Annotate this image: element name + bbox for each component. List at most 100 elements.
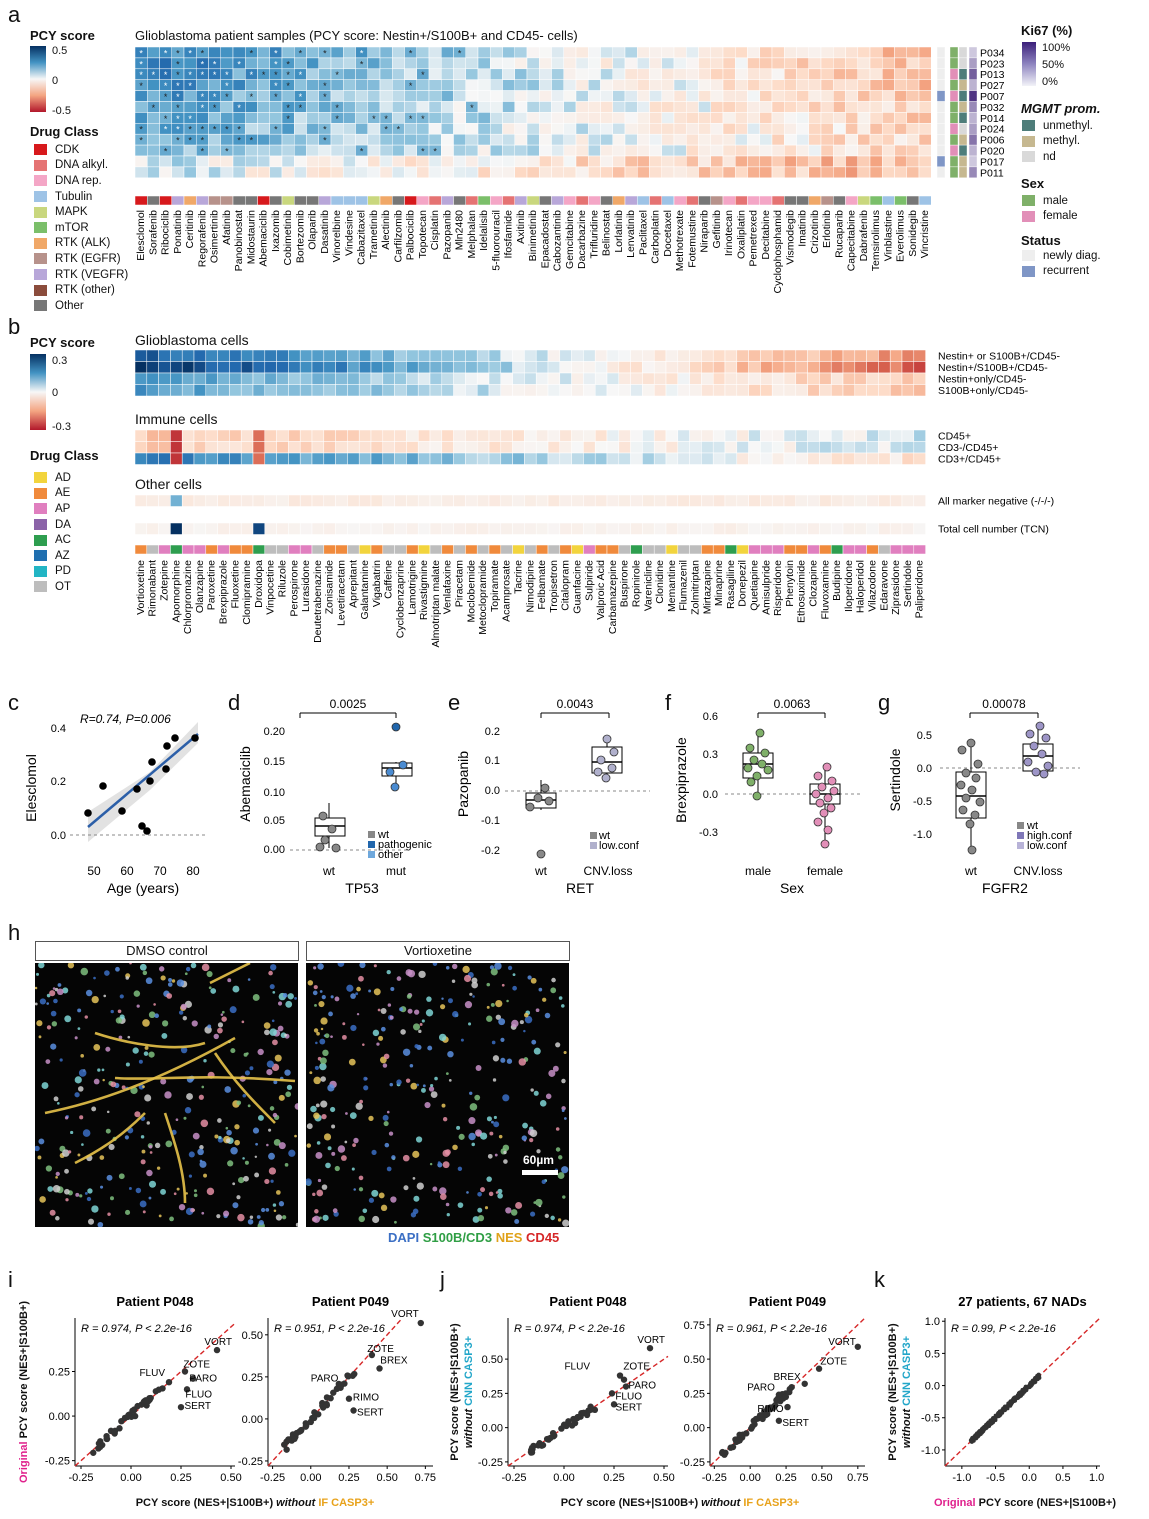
heat-cell xyxy=(453,494,466,507)
heat-cell xyxy=(502,101,515,113)
heat-cell xyxy=(147,46,160,59)
data-point xyxy=(622,1383,630,1390)
drug-label: Axitinib xyxy=(515,210,527,244)
cell xyxy=(471,977,478,984)
heat-cell xyxy=(147,144,160,157)
heat-cell xyxy=(181,384,195,397)
heat-cell xyxy=(796,101,809,113)
heat-cell xyxy=(147,79,160,91)
heat-cell xyxy=(808,133,822,146)
heat-cell xyxy=(535,361,549,374)
heat-cell xyxy=(490,79,503,91)
heat-cell xyxy=(807,384,820,397)
heat-cell xyxy=(771,441,785,454)
x-tick-label: -0.25 xyxy=(68,1472,93,1484)
heat-cell xyxy=(833,166,846,179)
heat-cell xyxy=(783,494,797,507)
status-cell xyxy=(936,133,946,146)
heat-cell xyxy=(686,57,699,70)
cell xyxy=(316,1141,321,1145)
drugclass-cell xyxy=(771,544,785,555)
heat-cell xyxy=(441,101,454,113)
cell xyxy=(84,1015,88,1019)
drugclass-cell xyxy=(232,195,246,206)
heat-cell xyxy=(539,123,552,135)
heat-cell xyxy=(698,112,711,124)
heat-cell xyxy=(441,90,454,102)
heat-cell xyxy=(795,372,808,385)
heat-cell xyxy=(612,79,626,91)
heat-cell xyxy=(807,361,820,374)
heat-cell xyxy=(441,155,454,168)
data-point xyxy=(568,1422,576,1429)
cell xyxy=(65,1198,69,1202)
heat-cell xyxy=(335,384,348,397)
legend-label: AP xyxy=(55,502,71,515)
drugclass-cell xyxy=(240,544,254,555)
data-point xyxy=(719,1448,726,1456)
sig-star: * xyxy=(250,136,254,146)
sig-star: * xyxy=(335,70,339,80)
cell xyxy=(306,1123,313,1130)
heat-cell xyxy=(575,90,589,102)
heat-cell xyxy=(736,441,749,454)
data-point xyxy=(111,1428,118,1435)
heat-cell xyxy=(906,112,920,124)
cell xyxy=(278,1142,286,1150)
heat-cell xyxy=(358,494,372,507)
point xyxy=(171,734,179,742)
cell xyxy=(500,1037,505,1042)
heat-cell xyxy=(869,155,883,168)
cell xyxy=(62,987,69,994)
cell xyxy=(512,985,517,991)
cell xyxy=(55,1216,60,1221)
heat-cell xyxy=(583,384,596,397)
cell xyxy=(109,1196,114,1201)
y-tick-label: -0.25 xyxy=(478,1457,503,1469)
heat-cell xyxy=(869,123,883,135)
heat-cell xyxy=(217,429,230,442)
cell xyxy=(286,1084,293,1090)
heat-cell xyxy=(232,166,246,179)
heat-cell xyxy=(830,429,844,442)
heat-cell xyxy=(624,144,638,157)
heat-cell xyxy=(820,166,834,179)
sex-cell xyxy=(949,46,959,59)
heat-cell xyxy=(453,349,466,362)
heat-cell xyxy=(735,123,748,135)
cell xyxy=(252,994,260,1001)
point-label: FLUO xyxy=(185,1389,212,1400)
cell xyxy=(518,1058,527,1066)
heat-cell xyxy=(760,361,773,374)
cell xyxy=(403,1185,409,1191)
cell xyxy=(274,1054,282,1062)
cell xyxy=(494,1153,498,1157)
drug-label: Tacrine xyxy=(513,560,525,594)
heat-cell xyxy=(171,166,185,179)
drug-label: Everolimus xyxy=(895,210,907,262)
cell xyxy=(447,1050,454,1058)
heat-cell xyxy=(724,452,738,465)
x-tick-label: 1.0 xyxy=(1089,1472,1104,1484)
sig-star: * xyxy=(384,114,388,124)
heat-cell xyxy=(264,494,277,507)
heat-cell xyxy=(918,68,932,80)
sig-star: * xyxy=(360,147,364,157)
legend-label: newly diag. xyxy=(1043,249,1101,262)
heat-cell xyxy=(347,372,360,385)
drug-label: Vindesine xyxy=(343,210,355,256)
heat-cell xyxy=(559,522,572,535)
heat-cell xyxy=(488,452,502,465)
cell xyxy=(82,1129,91,1137)
data-point xyxy=(417,1319,424,1327)
pcy-tick: -0.5 xyxy=(52,105,71,117)
cell xyxy=(349,1112,357,1119)
heat-cell xyxy=(637,101,650,113)
drug-label: Clonidine xyxy=(654,560,666,604)
heat-cell xyxy=(830,452,844,465)
drugclass-cell xyxy=(500,544,513,555)
heat-cell xyxy=(624,133,638,146)
sig-star: * xyxy=(225,125,229,135)
cell xyxy=(503,1159,508,1164)
point xyxy=(162,765,170,773)
